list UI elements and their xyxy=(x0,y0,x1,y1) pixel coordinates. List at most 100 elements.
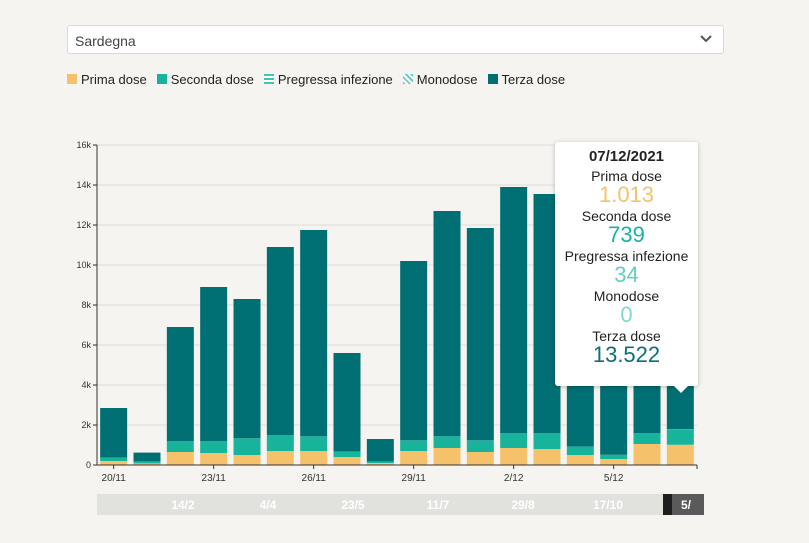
bar-terza-dose-28-11[interactable] xyxy=(366,439,394,462)
tooltip-date: 07/12/2021 xyxy=(588,148,665,165)
bar-seconda-dose-7-12[interactable] xyxy=(666,429,694,445)
legend-item-terza-dose[interactable]: Terza dose xyxy=(487,71,566,87)
tooltip-label-prima-dose: Prima dose xyxy=(591,168,662,184)
bar-seconda-dose-6-12[interactable] xyxy=(633,434,661,444)
bar-seconda-dose-30-11[interactable] xyxy=(433,437,461,448)
bar-seconda-dose-3-12[interactable] xyxy=(533,434,561,449)
bar-prima-dose-27-11[interactable] xyxy=(333,457,361,465)
bar-prima-dose-30-11[interactable] xyxy=(433,448,461,465)
bar-seconda-dose-1-12[interactable] xyxy=(466,441,494,452)
legend-label-seconda-dose: Seconda dose xyxy=(170,71,254,87)
range-navigator[interactable]: 14/2 4/4 23/5 11/7 29/8 17/10 5/ xyxy=(97,494,704,515)
legend-swatch-seconda-dose xyxy=(156,74,167,84)
bar-pregressa-infezione-23-11[interactable] xyxy=(200,441,228,442)
bar-prima-dose-24-11[interactable] xyxy=(233,455,261,465)
bar-seconda-dose-25-11[interactable] xyxy=(266,436,294,451)
bar-prima-dose-4-12[interactable] xyxy=(566,455,594,465)
bar-seconda-dose-2-12[interactable] xyxy=(500,434,528,448)
x-tick-label: 5/12 xyxy=(604,473,624,484)
legend-swatch-terza-dose xyxy=(487,74,498,84)
legend-label-monodose: Monodose xyxy=(416,71,478,87)
bar-prima-dose-22-11[interactable] xyxy=(166,452,194,465)
bar-prima-dose-6-12[interactable] xyxy=(633,444,661,465)
bar-terza-dose-22-11[interactable] xyxy=(166,327,194,442)
bar-prima-dose-1-12[interactable] xyxy=(466,452,494,465)
bar-pregressa-infezione-26-11[interactable] xyxy=(300,436,328,437)
navigator-label: 23/5 xyxy=(341,498,365,512)
chevron-down-icon xyxy=(700,35,712,43)
y-tick-label: 6k xyxy=(81,340,91,350)
bar-pregressa-infezione-25-11[interactable] xyxy=(266,435,294,436)
bar-pregressa-infezione-7-12[interactable] xyxy=(666,429,694,430)
bar-prima-dose-23-11[interactable] xyxy=(200,453,228,465)
bar-prima-dose-21-11[interactable] xyxy=(133,463,161,465)
bar-pregressa-infezione-1-12[interactable] xyxy=(466,440,494,441)
tooltip-label-seconda-dose: Seconda dose xyxy=(581,208,672,224)
bar-seconda-dose-22-11[interactable] xyxy=(166,442,194,452)
bar-pregressa-infezione-22-11[interactable] xyxy=(166,441,194,442)
bar-terza-dose-30-11[interactable] xyxy=(433,211,461,437)
tooltip-label-pregressa-infezione: Pregressa infezione xyxy=(564,248,689,264)
bar-terza-dose-26-11[interactable] xyxy=(300,230,328,437)
bar-seconda-dose-4-12[interactable] xyxy=(566,447,594,455)
legend-item-prima-dose[interactable]: Prima dose xyxy=(67,72,147,87)
bar-seconda-dose-21-11[interactable] xyxy=(133,461,161,464)
bar-terza-dose-21-11[interactable] xyxy=(133,452,161,462)
y-tick-label: 8k xyxy=(81,300,91,310)
bar-terza-dose-27-11[interactable] xyxy=(333,353,361,452)
legend-item-monodose[interactable]: Monodose xyxy=(402,71,478,87)
bar-seconda-dose-24-11[interactable] xyxy=(233,439,261,455)
bar-terza-dose-24-11[interactable] xyxy=(233,299,261,439)
tooltip-label-monodose: Monodose xyxy=(593,288,660,304)
navigator-handle[interactable] xyxy=(663,494,672,515)
bar-prima-dose-5-12[interactable] xyxy=(600,459,628,465)
bar-seconda-dose-27-11[interactable] xyxy=(333,452,361,457)
navigator-label: 11/7 xyxy=(427,498,450,512)
navigator-track[interactable] xyxy=(97,494,704,515)
legend-item-seconda-dose[interactable]: Seconda dose xyxy=(156,71,254,87)
legend-swatch-prima-dose xyxy=(67,74,77,84)
bar-seconda-dose-5-12[interactable] xyxy=(600,455,628,459)
bar-prima-dose-3-12[interactable] xyxy=(533,449,561,465)
tooltip-label-terza-dose: Terza dose xyxy=(592,328,661,344)
bar-terza-dose-20-11[interactable] xyxy=(100,408,128,458)
bar-pregressa-infezione-24-11[interactable] xyxy=(233,438,261,439)
x-tick-label: 2/12 xyxy=(504,473,524,484)
bar-terza-dose-23-11[interactable] xyxy=(200,287,228,442)
y-tick-label: 4k xyxy=(81,380,91,390)
chart-legend: Prima dose Seconda dose Pregressa infezi… xyxy=(67,70,575,88)
y-tick-label: 0 xyxy=(86,460,91,470)
bar-terza-dose-29-11[interactable] xyxy=(400,261,428,441)
bar-prima-dose-20-11[interactable] xyxy=(100,461,128,465)
bar-seconda-dose-20-11[interactable] xyxy=(100,458,128,461)
bar-prima-dose-2-12[interactable] xyxy=(500,448,528,465)
bar-pregressa-infezione-29-11[interactable] xyxy=(400,440,428,441)
region-select[interactable]: Sardegna xyxy=(67,25,724,54)
bar-terza-dose-2-12[interactable] xyxy=(500,187,528,434)
bar-seconda-dose-28-11[interactable] xyxy=(366,461,394,463)
bar-seconda-dose-26-11[interactable] xyxy=(300,437,328,451)
bar-prima-dose-7-12[interactable] xyxy=(666,444,694,465)
bar-pregressa-infezione-3-12[interactable] xyxy=(533,433,561,434)
legend-item-pregressa-infezione[interactable]: Pregressa infezione xyxy=(263,72,393,87)
bar-seconda-dose-23-11[interactable] xyxy=(200,442,228,453)
legend-swatch-monodose xyxy=(402,74,413,84)
bar-pregressa-infezione-30-11[interactable] xyxy=(433,436,461,437)
navigator-selection[interactable] xyxy=(663,494,704,515)
x-tick-label: 23/11 xyxy=(202,473,227,484)
bar-prima-dose-29-11[interactable] xyxy=(400,451,428,465)
bar-terza-dose-25-11[interactable] xyxy=(266,247,294,436)
bar-terza-dose-1-12[interactable] xyxy=(466,228,494,441)
navigator-label: 29/8 xyxy=(511,498,535,512)
tooltip-value-pregressa-infezione: 34 xyxy=(614,262,639,287)
bar-prima-dose-28-11[interactable] xyxy=(366,463,394,465)
bar-prima-dose-26-11[interactable] xyxy=(300,451,328,465)
bar-pregressa-infezione-2-12[interactable] xyxy=(500,433,528,434)
bar-prima-dose-25-11[interactable] xyxy=(266,451,294,465)
legend-swatch-pregressa-infezione xyxy=(263,74,274,84)
x-tick-label: 26/11 xyxy=(302,473,327,484)
navigator-label: 5/ xyxy=(681,498,692,512)
bar-pregressa-infezione-6-12[interactable] xyxy=(633,433,661,434)
legend-label-terza-dose: Terza dose xyxy=(501,71,566,87)
bar-seconda-dose-29-11[interactable] xyxy=(400,441,428,451)
